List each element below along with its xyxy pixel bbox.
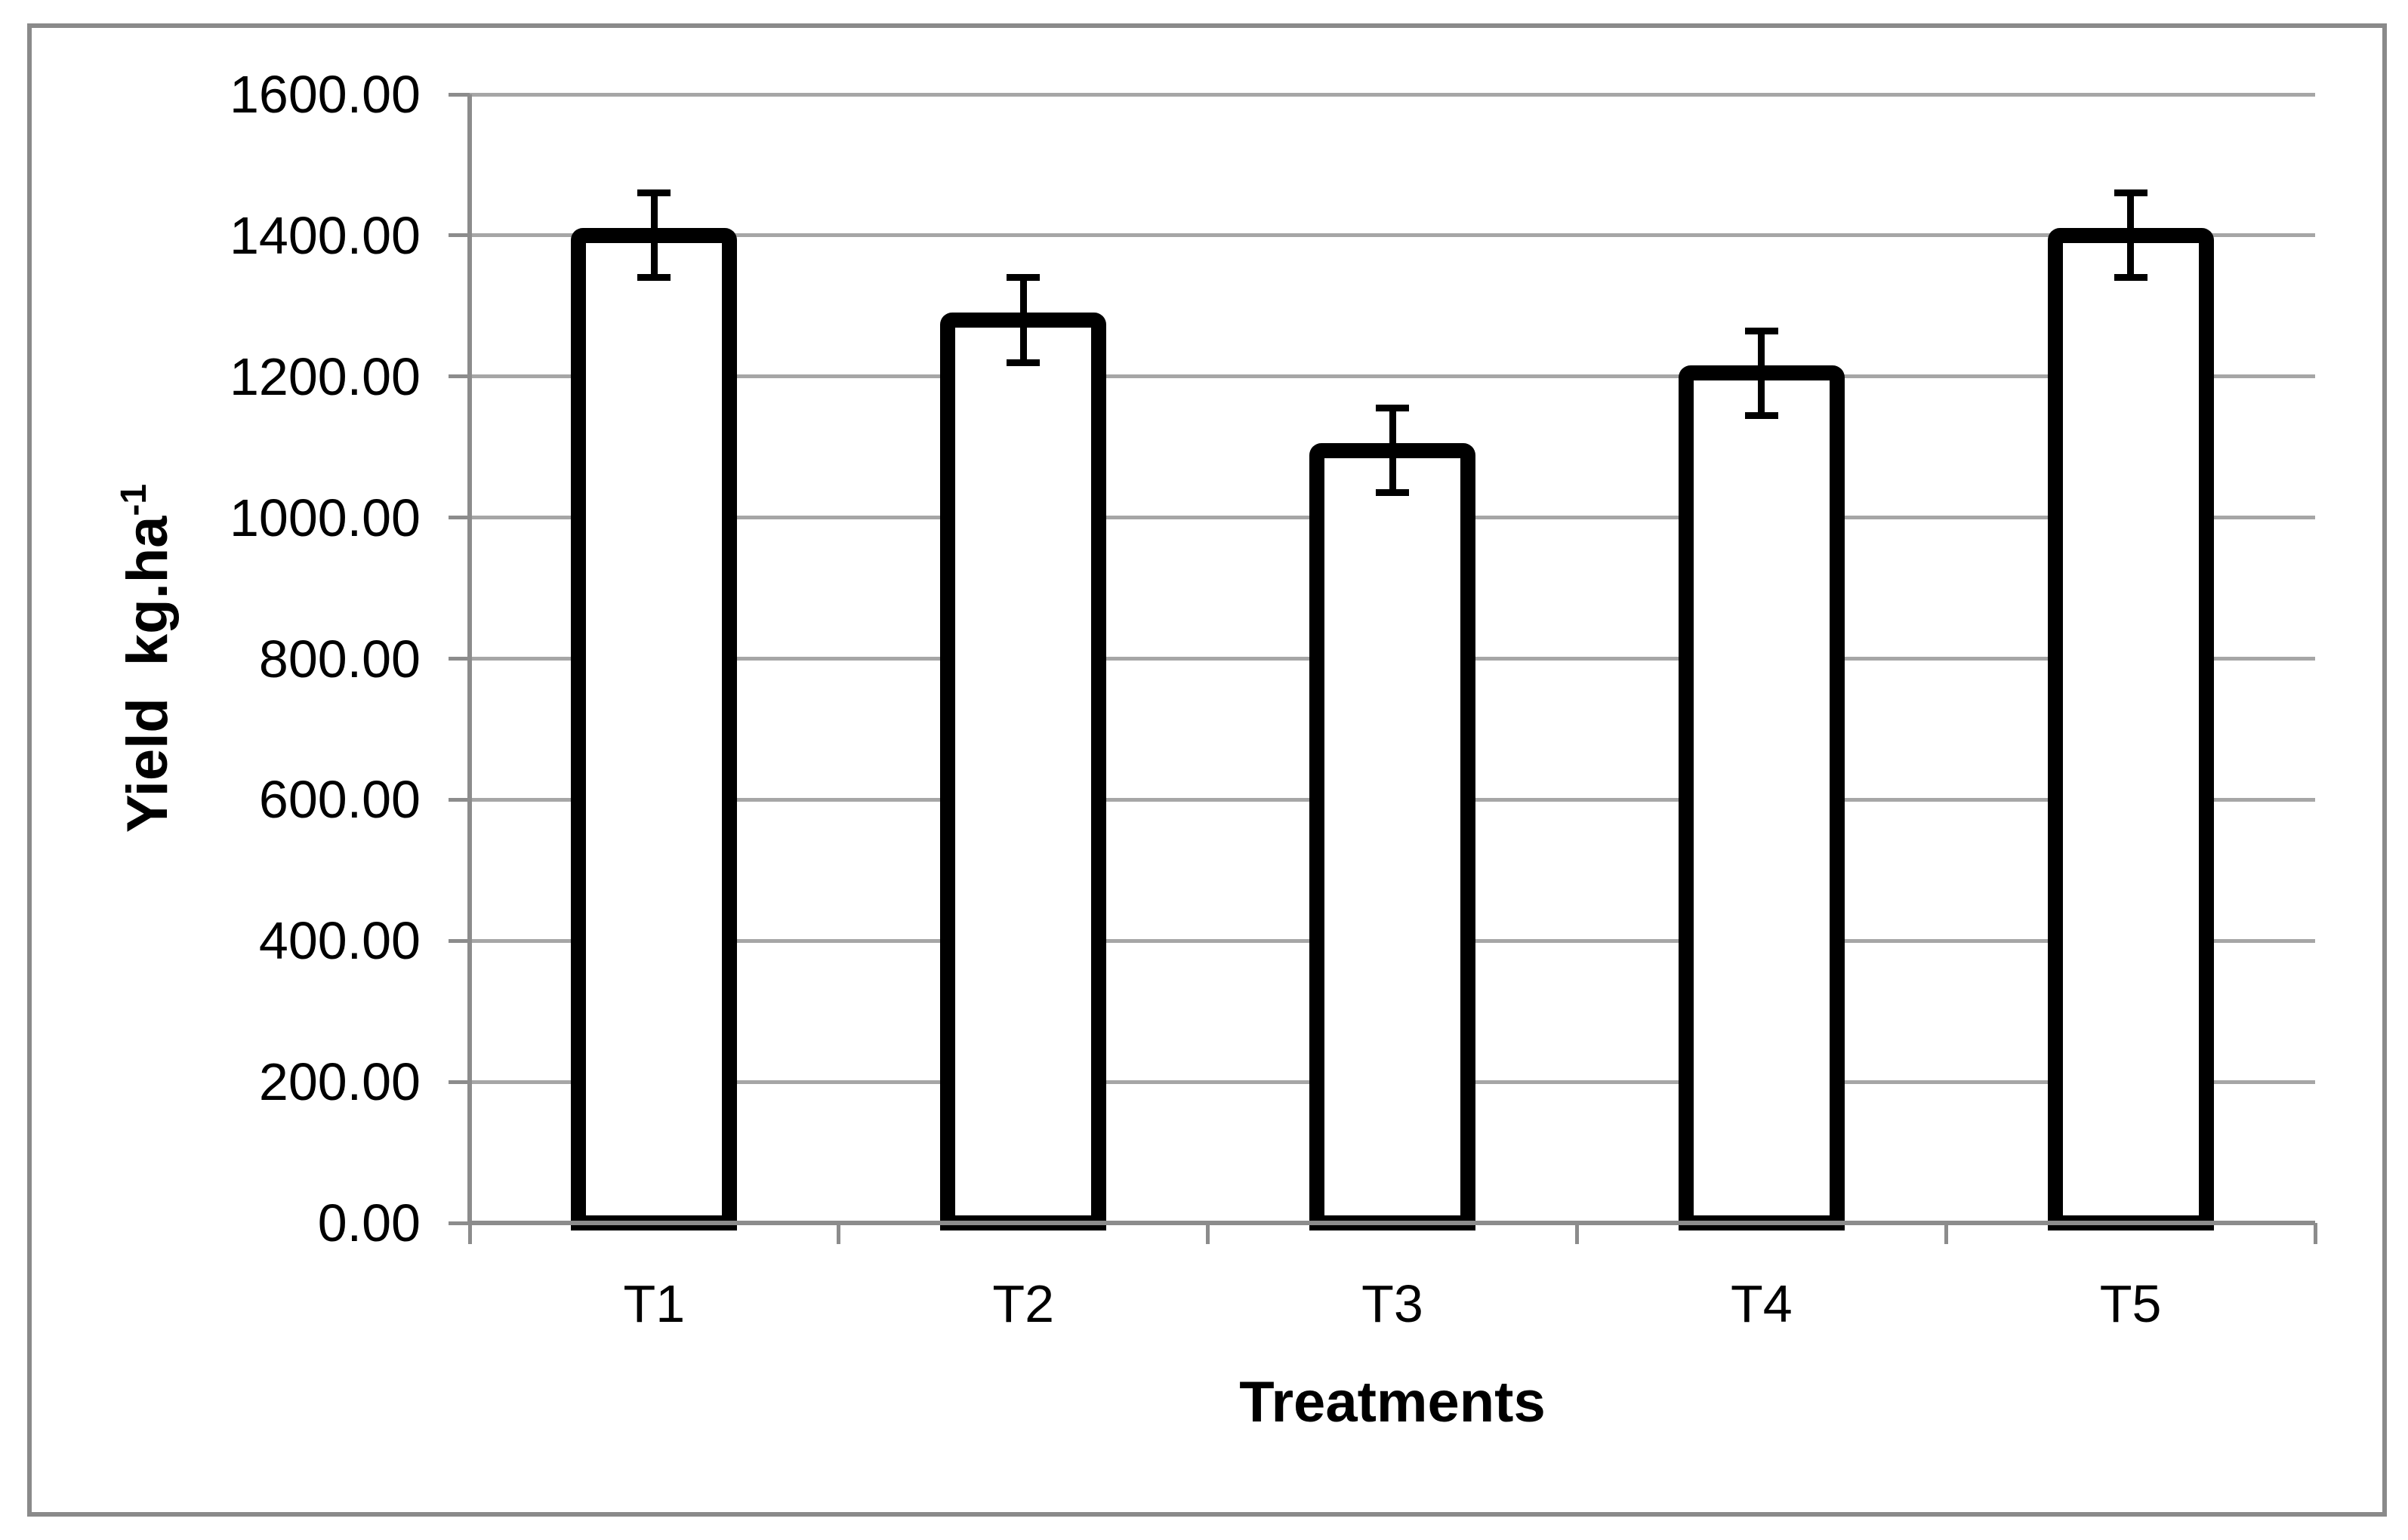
error-bar-bottom-cap-T4 <box>1744 411 1778 419</box>
x-axis-tick <box>2313 1223 2317 1244</box>
y-tick-label: 1400.00 <box>229 205 421 265</box>
y-tick-label: 0.00 <box>317 1194 421 1252</box>
error-bar-bottom-cap-T1 <box>637 274 671 282</box>
bar-T2 <box>940 313 1107 1230</box>
y-tick-label: 1600.00 <box>229 65 421 124</box>
x-category-label-T1: T1 <box>623 1274 686 1333</box>
y-axis-title-text: Yield kg.ha <box>116 516 180 833</box>
y-axis-tick <box>449 1080 470 1084</box>
x-axis-line <box>470 1221 2315 1225</box>
y-tick-label: 1000.00 <box>229 488 421 547</box>
chart-border-frame <box>27 23 2387 1517</box>
y-tick-label: 1200.00 <box>229 346 421 406</box>
x-axis-tick <box>1944 1223 1948 1244</box>
error-bar-line-T4 <box>1758 331 1765 416</box>
error-bar-line-T5 <box>2127 192 2135 278</box>
bar-T5 <box>2047 227 2214 1230</box>
bar-T1 <box>571 227 738 1230</box>
x-axis-title: Treatments <box>1239 1370 1546 1434</box>
error-bar-line-T3 <box>1389 408 1396 493</box>
error-bar-top-cap-T2 <box>1007 274 1041 282</box>
x-category-label-T5: T5 <box>2099 1274 2162 1333</box>
error-bar-top-cap-T3 <box>1376 405 1409 412</box>
x-axis-tick <box>1574 1223 1579 1244</box>
error-bar-top-cap-T1 <box>637 189 671 197</box>
y-axis-line <box>467 94 472 1223</box>
gridline <box>470 92 2315 97</box>
y-axis-title: Yield kg.ha-1 <box>114 484 180 833</box>
y-tick-label: 800.00 <box>258 629 421 688</box>
y-axis-tick <box>449 657 470 661</box>
y-axis-tick <box>449 92 470 97</box>
y-tick-label: 400.00 <box>258 911 421 971</box>
y-tick-label: 600.00 <box>258 770 421 830</box>
error-bar-top-cap-T5 <box>2114 189 2147 197</box>
error-bar-bottom-cap-T3 <box>1376 489 1409 497</box>
y-axis-tick <box>449 374 470 379</box>
gridline <box>470 233 2315 238</box>
y-axis-tick <box>449 938 470 943</box>
y-axis-tick <box>449 797 470 802</box>
gridline <box>470 374 2315 379</box>
error-bar-top-cap-T4 <box>1744 327 1778 334</box>
y-tick-label: 200.00 <box>258 1052 421 1112</box>
y-axis-title-superscript: -1 <box>114 483 154 516</box>
x-axis-tick <box>467 1223 472 1244</box>
bar-T3 <box>1309 442 1475 1230</box>
y-axis-tick <box>449 233 470 238</box>
x-axis-tick <box>1206 1223 1210 1244</box>
x-category-label-T3: T3 <box>1361 1274 1423 1333</box>
error-bar-line-T2 <box>1019 277 1027 363</box>
y-axis-tick <box>449 1221 470 1225</box>
bar-T4 <box>1678 365 1845 1230</box>
y-axis-tick <box>449 516 470 520</box>
error-bar-bottom-cap-T2 <box>1007 359 1041 366</box>
error-bar-bottom-cap-T5 <box>2114 274 2147 282</box>
x-category-label-T4: T4 <box>1730 1274 1793 1333</box>
x-category-label-T2: T2 <box>992 1274 1055 1333</box>
x-axis-tick <box>837 1223 841 1244</box>
error-bar-line-T1 <box>650 192 658 278</box>
